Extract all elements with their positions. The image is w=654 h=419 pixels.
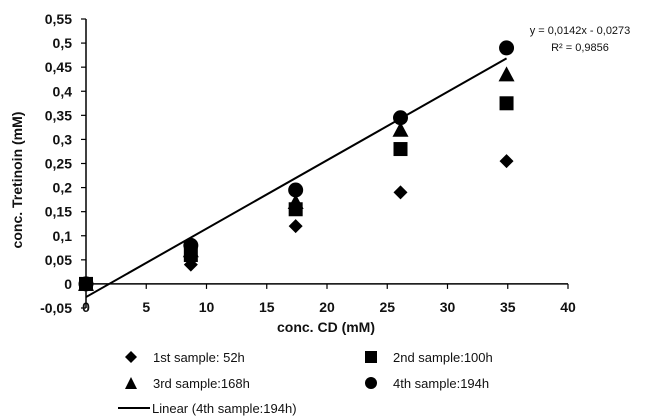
y-tick-label: 0,3	[53, 131, 73, 147]
y-tick-label: 0,05	[45, 252, 72, 268]
legend-label: 3rd sample:168h	[153, 376, 250, 391]
y-axis-title: conc. Tretinoin (mM)	[9, 112, 25, 249]
trendline-equation: y = 0,0142x - 0,0273	[530, 25, 631, 37]
x-tick-label: 20	[319, 299, 335, 315]
point-triangle	[498, 66, 515, 82]
y-tick-label: 0,4	[53, 83, 73, 99]
legend-item-linear: Linear (4th sample:194h)	[118, 401, 297, 416]
trendline-r2: R² = 0,9856	[551, 42, 609, 54]
y-tick-label: 0	[64, 276, 72, 292]
x-tick-label: 40	[560, 299, 576, 315]
x-tick-label: 10	[199, 299, 215, 315]
point-triangle	[287, 194, 304, 210]
x-axis-ticks: 0510152025303540	[82, 283, 576, 315]
legend-marker-square	[365, 351, 377, 363]
legend-marker-triangle	[125, 377, 137, 389]
x-tick-label: 25	[379, 299, 395, 315]
legend-item-3rd: 3rd sample:168h	[125, 376, 250, 391]
y-tick-label: 0,5	[53, 35, 73, 51]
legend-marker-circle	[365, 377, 377, 389]
point-circle	[183, 237, 199, 253]
x-tick-label: 15	[259, 299, 275, 315]
point-diamond	[288, 219, 303, 234]
legend-item-4th: 4th sample:194h	[365, 376, 489, 391]
point-diamond	[499, 154, 514, 169]
x-tick-label: 30	[440, 299, 456, 315]
y-tick-label: 0,15	[45, 204, 72, 220]
trendline	[85, 57, 508, 298]
x-tick-label: 5	[142, 299, 150, 315]
point-circle	[499, 40, 515, 56]
legend-item-2nd: 2nd sample:100h	[365, 350, 493, 365]
y-tick-label: 0,35	[45, 107, 72, 123]
legend-label: 4th sample:194h	[393, 376, 489, 391]
point-circle	[288, 182, 304, 198]
y-axis-ticks: -0,05 0 0,05 0,1 0,15 0,2 0,25 0,3 0,35 0,4 0,45 0,…	[40, 11, 86, 316]
point-circle	[393, 110, 409, 126]
x-tick-label: 35	[500, 299, 516, 315]
point-triangle	[392, 121, 409, 137]
point-diamond	[393, 185, 408, 200]
y-tick-label: 0,55	[45, 11, 72, 27]
y-tick-label: 0,45	[45, 59, 72, 75]
legend-label: 1st sample: 52h	[153, 350, 245, 365]
y-tick-label: 0,25	[45, 156, 72, 172]
point-circle	[78, 276, 94, 292]
legend-label: Linear (4th sample:194h)	[152, 401, 297, 416]
y-tick-label: 0,1	[53, 228, 73, 244]
x-axis-title: conc. CD (mM)	[277, 319, 375, 335]
trendline-group	[85, 57, 508, 298]
point-square	[499, 96, 514, 111]
data-points	[78, 40, 515, 292]
legend-item-1st: 1st sample: 52h	[125, 350, 245, 365]
point-square	[393, 142, 408, 157]
legend-label: 2nd sample:100h	[393, 350, 493, 365]
y-tick-label: -0,05	[40, 300, 72, 316]
y-tick-label: 0,2	[53, 180, 73, 196]
legend: 1st sample: 52h 2nd sample:100h 3rd samp…	[118, 350, 493, 416]
legend-marker-diamond	[125, 351, 137, 363]
